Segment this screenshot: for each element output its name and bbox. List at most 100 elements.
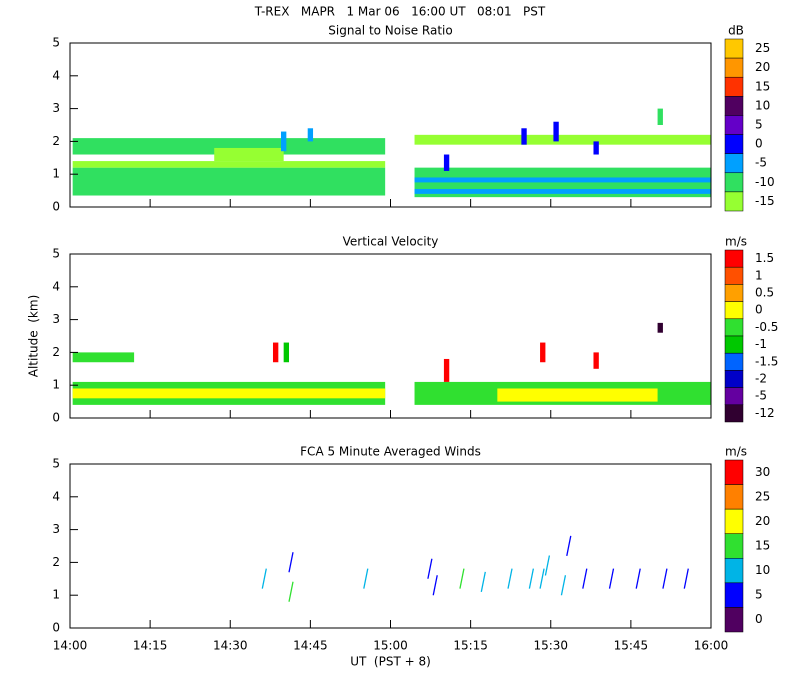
x-tick-label: 16:00 bbox=[694, 639, 729, 653]
colorbar-label: 25 bbox=[755, 489, 770, 503]
cell bbox=[443, 358, 450, 382]
cell bbox=[593, 352, 599, 369]
x-tick-label: 15:15 bbox=[453, 639, 488, 653]
cell bbox=[214, 147, 284, 162]
y-tick-label: 1 bbox=[52, 167, 60, 181]
cell bbox=[280, 131, 287, 152]
x-tick-label: 14:15 bbox=[133, 639, 168, 653]
cell bbox=[72, 161, 386, 168]
y-tick-label: 2 bbox=[52, 345, 60, 359]
y-tick-label: 5 bbox=[52, 247, 60, 261]
wind-barb bbox=[288, 581, 294, 602]
y-tick-label: 4 bbox=[52, 489, 60, 503]
colorbar-label: -5 bbox=[755, 389, 767, 403]
cell bbox=[657, 322, 663, 333]
colorbar-box bbox=[724, 459, 744, 485]
colorbar-label: -12 bbox=[755, 406, 775, 420]
colorbar-label: -2 bbox=[755, 372, 767, 386]
wind-barb bbox=[635, 568, 641, 589]
y-tick-label: 5 bbox=[52, 457, 60, 471]
x-tick-label: 14:45 bbox=[293, 639, 328, 653]
cell bbox=[497, 388, 658, 402]
colorbar-box bbox=[724, 318, 744, 337]
y-tick-label: 0 bbox=[52, 621, 60, 635]
wind-barb bbox=[662, 568, 668, 589]
colorbar-label: 0 bbox=[755, 303, 763, 317]
colorbar-label: 1 bbox=[755, 268, 763, 282]
y-tick-label: 3 bbox=[52, 101, 60, 115]
colorbar-unit: m/s bbox=[725, 235, 747, 249]
x-tick-label: 15:00 bbox=[373, 639, 408, 653]
colorbar-label: -15 bbox=[755, 194, 775, 208]
cell bbox=[307, 128, 314, 142]
wind-barb bbox=[528, 568, 535, 589]
wind-barb bbox=[459, 568, 465, 589]
x-tick-label: 14:30 bbox=[213, 639, 248, 653]
colorbar-box bbox=[724, 191, 744, 212]
colorbar-label: 20 bbox=[755, 60, 770, 74]
wind-barb bbox=[288, 552, 294, 573]
wind-barb bbox=[427, 558, 433, 579]
panel-title: Signal to Noise Ratio bbox=[328, 24, 452, 38]
colorbar-box bbox=[724, 370, 744, 388]
plot-frame bbox=[69, 463, 712, 629]
cell bbox=[553, 121, 559, 142]
colorbar-label: 0 bbox=[755, 612, 763, 626]
wind-barb bbox=[363, 568, 369, 589]
wind-barb bbox=[683, 568, 689, 589]
colorbar-label: -1 bbox=[755, 337, 767, 351]
colorbar-box bbox=[724, 115, 744, 135]
wind-barb bbox=[582, 568, 588, 589]
colorbar-box bbox=[724, 352, 744, 371]
y-tick-label: 1 bbox=[52, 378, 60, 392]
colorbar-box bbox=[724, 301, 744, 320]
cell bbox=[72, 352, 135, 363]
colorbar-box bbox=[724, 335, 744, 354]
colorbar-label: 15 bbox=[755, 79, 770, 93]
colorbar-label: 5 bbox=[755, 118, 763, 132]
colorbar-box bbox=[724, 558, 744, 584]
cell bbox=[540, 342, 546, 363]
colorbar-box bbox=[724, 533, 744, 559]
wind-barb bbox=[560, 575, 567, 596]
y-tick-label: 3 bbox=[52, 522, 60, 536]
x-tick-label: 15:30 bbox=[533, 639, 568, 653]
colorbar-label: -1.5 bbox=[755, 354, 778, 368]
wind-barb bbox=[432, 575, 438, 596]
colorbar-box bbox=[724, 284, 744, 302]
colorbar-label: 10 bbox=[755, 563, 770, 577]
colorbar-label: -5 bbox=[755, 156, 767, 170]
colorbar-label: 0 bbox=[755, 137, 763, 151]
colorbar-box bbox=[724, 134, 744, 154]
colorbar-unit: dB bbox=[728, 24, 744, 38]
colorbar-box bbox=[724, 96, 744, 116]
colorbar-box bbox=[724, 607, 744, 633]
x-tick-label: 15:45 bbox=[614, 639, 649, 653]
colorbar-unit: m/s bbox=[725, 445, 747, 459]
y-axis-label: Altitude (km) bbox=[27, 295, 41, 378]
cell bbox=[272, 342, 279, 363]
colorbar-box bbox=[724, 387, 744, 406]
colorbar-box bbox=[724, 76, 744, 97]
wind-barb bbox=[507, 568, 513, 589]
colorbar-label: 25 bbox=[755, 41, 770, 55]
cell bbox=[414, 188, 711, 194]
wind-barb bbox=[608, 568, 615, 589]
colorbar-box bbox=[724, 508, 744, 534]
colorbar-box bbox=[724, 172, 744, 193]
wind-barb bbox=[261, 568, 267, 589]
cell bbox=[72, 388, 386, 399]
colorbar-label: 5 bbox=[755, 588, 763, 602]
panel-title: Vertical Velocity bbox=[343, 235, 439, 249]
cell bbox=[593, 141, 599, 155]
y-tick-label: 2 bbox=[52, 134, 60, 148]
colorbar-box bbox=[724, 249, 744, 268]
y-tick-label: 0 bbox=[52, 200, 60, 214]
colorbar-box bbox=[724, 57, 744, 78]
cell bbox=[72, 138, 386, 155]
cell bbox=[283, 342, 290, 363]
cell bbox=[657, 108, 663, 125]
y-tick-label: 4 bbox=[52, 68, 60, 82]
y-tick-label: 4 bbox=[52, 279, 60, 293]
x-axis-label: UT (PST + 8) bbox=[350, 655, 431, 669]
